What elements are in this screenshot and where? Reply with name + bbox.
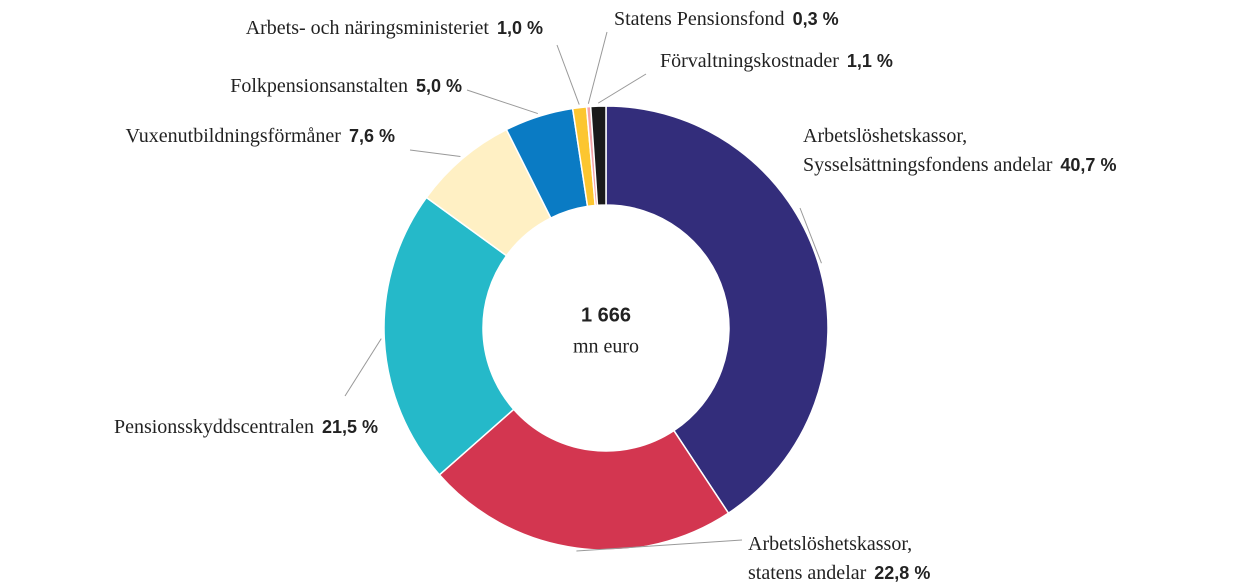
leader-line — [556, 44, 580, 105]
value-label: 1,1 % — [847, 51, 893, 71]
slice-label: Förvaltningskostnader 1,1 % — [660, 50, 893, 72]
category-label: Statens Pensionsfond — [614, 8, 785, 30]
slice-label: Arbets- och näringsministeriet 1,0 % — [246, 17, 543, 39]
slice-label: Pensionsskyddscentralen 21,5 % — [114, 416, 378, 438]
value-label: 1,0 % — [497, 18, 543, 38]
leader-line — [466, 89, 538, 115]
category-label: Arbetslöshetskassor, Sysselsättningsfonde… — [803, 125, 1053, 176]
value-label: 40,7 % — [1060, 155, 1116, 175]
slice-label: Arbetslöshetskassor, statens andelar 22,8 … — [748, 533, 930, 584]
donut-segment — [383, 196, 515, 476]
center-total: 1 666 — [581, 304, 631, 326]
category-label: Pensionsskyddscentralen — [114, 416, 314, 438]
leader-line — [344, 338, 382, 397]
value-label: 22,8 % — [874, 563, 930, 583]
value-label: 7,6 % — [349, 126, 395, 146]
leader-line — [576, 539, 743, 552]
value-label: 0,3 % — [793, 9, 839, 29]
label-line: Arbetslöshetskassor, — [803, 125, 967, 147]
label-line: Arbetslöshetskassor, — [748, 533, 912, 555]
label-line: Sysselsättningsfondens andelar — [803, 154, 1053, 176]
value-label: 21,5 % — [322, 417, 378, 437]
value-label: 5,0 % — [416, 76, 462, 96]
slice-label: Folkpensionsanstalten 5,0 % — [230, 75, 462, 97]
leader-line — [799, 207, 822, 264]
donut-segment — [589, 105, 607, 207]
leader-line — [409, 149, 461, 157]
leader-line — [587, 31, 608, 104]
category-label: Förvaltningskostnader — [660, 50, 839, 72]
label-line: statens andelar — [748, 562, 867, 584]
slice-label: Statens Pensionsfond 0,3 % — [614, 8, 839, 30]
slice-label: Arbetslöshetskassor, Sysselsättningsfonde… — [803, 125, 1116, 176]
category-label: Arbets- och näringsministeriet — [246, 17, 490, 39]
center-unit: mn euro — [573, 336, 639, 358]
category-label: Arbetslöshetskassor, statens andelar — [748, 533, 912, 584]
category-label: Vuxenutbildningsförmåner — [126, 125, 342, 147]
leader-line — [597, 73, 647, 104]
category-label: Folkpensionsanstalten — [230, 75, 408, 97]
slice-label: Vuxenutbildningsförmåner 7,6 % — [126, 125, 395, 147]
donut-segment — [605, 105, 829, 515]
